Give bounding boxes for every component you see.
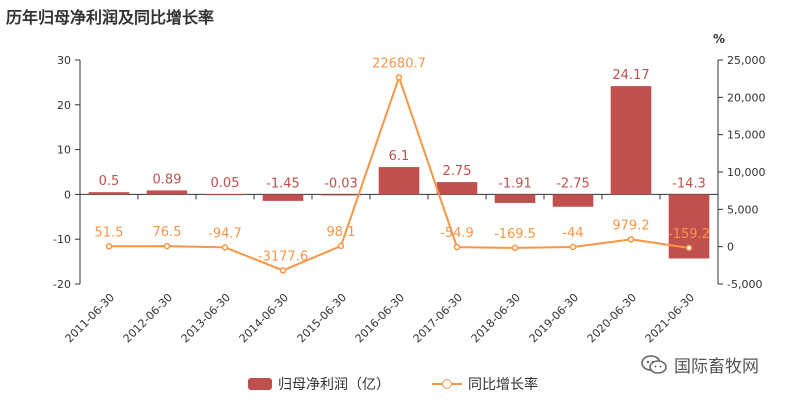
line-value-label: 76.5 xyxy=(153,225,182,240)
right-axis-tick-label: -5,000 xyxy=(727,278,762,291)
x-axis-tick-label: 2016-06-30 xyxy=(353,291,407,345)
bar xyxy=(436,182,478,195)
axes-layer: 30 20 10 0 -10 -20 25,000 20,000 15,000 10,000 5,0… xyxy=(53,54,765,345)
line-value-label: -44 xyxy=(562,226,583,241)
left-axis-tick-label: -20 xyxy=(53,278,71,291)
bar xyxy=(320,194,362,196)
right-axis-tick-label: 5,000 xyxy=(727,203,759,216)
x-axis-tick-label: 2020-06-30 xyxy=(585,291,639,345)
bar xyxy=(378,167,420,195)
left-axis-tick-label: 30 xyxy=(57,54,71,67)
line-point xyxy=(569,243,577,251)
left-axis-tick-label: 20 xyxy=(57,99,71,112)
legend: 归母净利润（亿） 同比增长率 xyxy=(0,374,800,396)
x-axis-tick-label: 2017-06-30 xyxy=(411,291,465,345)
watermark: 国际畜牧网 xyxy=(640,352,759,377)
bar xyxy=(552,194,594,207)
legend-bar-swatch xyxy=(248,378,272,390)
right-axis-tick-label: 20,000 xyxy=(727,91,766,104)
legend-item-bar[interactable]: 归母净利润（亿） xyxy=(248,374,390,394)
line-value-label: -3177.6 xyxy=(258,249,308,264)
bar-value-label: -1.91 xyxy=(498,176,532,191)
left-axis-tick-label: 10 xyxy=(57,144,71,157)
bar-value-label: 2.75 xyxy=(443,164,472,179)
bar-value-label: -0.03 xyxy=(324,176,358,191)
line-point xyxy=(511,244,519,252)
line-value-label: -169.5 xyxy=(494,227,536,242)
line-value-label: 979.2 xyxy=(612,218,649,233)
legend-item-line[interactable]: 同比增长率 xyxy=(432,374,538,394)
bar xyxy=(146,190,188,195)
line-layer xyxy=(105,74,693,274)
line-point xyxy=(685,244,693,252)
x-axis-tick-label: 2018-06-30 xyxy=(469,291,523,345)
bar-value-label: 0.05 xyxy=(211,176,240,191)
x-axis-tick-label: 2012-06-30 xyxy=(121,291,175,345)
right-axis-tick-label: 10,000 xyxy=(727,166,766,179)
chart-title: 历年归母净利润及同比增长率 xyxy=(6,8,215,27)
line-point xyxy=(337,242,345,250)
right-axis-unit: % xyxy=(713,32,725,46)
legend-line-label: 同比增长率 xyxy=(468,377,538,393)
line-point xyxy=(105,243,113,250)
bar-value-label: 0.5 xyxy=(99,174,120,189)
x-axis-tick-label: 2013-06-30 xyxy=(179,291,233,345)
bar xyxy=(262,194,304,201)
right-axis-tick-label: 0 xyxy=(727,241,734,254)
line-point xyxy=(627,236,635,243)
bar xyxy=(610,86,652,195)
bar-value-label: 0.89 xyxy=(153,172,182,187)
bar-value-label: -14.3 xyxy=(672,176,706,191)
x-axis-tick-label: 2011-06-30 xyxy=(63,291,117,345)
bar xyxy=(88,192,130,195)
line-value-label: -159.2 xyxy=(668,227,710,242)
bar-value-label: 6.1 xyxy=(389,149,410,164)
bar-value-label: 24.17 xyxy=(612,68,649,83)
line-value-label: 51.5 xyxy=(95,225,124,240)
legend-line-swatch xyxy=(432,378,462,390)
line-value-label: 22680.7 xyxy=(372,56,426,71)
line-point xyxy=(221,244,229,251)
bars-layer xyxy=(88,86,710,259)
x-axis-tick-label: 2015-06-30 xyxy=(295,291,349,345)
line-point xyxy=(163,242,171,250)
bar xyxy=(494,194,536,203)
watermark-text: 国际畜牧网 xyxy=(674,357,759,377)
x-axis-tick-label: 2019-06-30 xyxy=(527,291,581,345)
line-point xyxy=(453,243,461,251)
line-point xyxy=(395,74,403,81)
legend-bar-label: 归母净利润（亿） xyxy=(278,377,390,393)
line-value-label: -94.7 xyxy=(208,226,242,241)
x-axis-tick-label: 2021-06-30 xyxy=(643,291,697,345)
left-axis-tick-label: 0 xyxy=(64,188,71,201)
right-axis-tick-label: 15,000 xyxy=(727,129,766,142)
x-axis-tick-label: 2014-06-30 xyxy=(237,291,291,345)
right-axis-tick-label: 25,000 xyxy=(727,54,766,67)
left-axis-tick-label: -10 xyxy=(53,233,71,246)
bar xyxy=(204,194,246,196)
line-value-label: -54.9 xyxy=(440,226,474,241)
wechat-icon xyxy=(641,354,667,374)
line-value-label: 98.1 xyxy=(327,225,356,240)
bar-value-label: -1.45 xyxy=(266,176,300,191)
line-point xyxy=(279,267,287,274)
labels-layer: 0.5 0.89 0.05 -1.45 -0.03 6.1 2.75 -1.91 -2.75 24… xyxy=(95,56,710,264)
bar-value-label: -2.75 xyxy=(556,176,590,191)
